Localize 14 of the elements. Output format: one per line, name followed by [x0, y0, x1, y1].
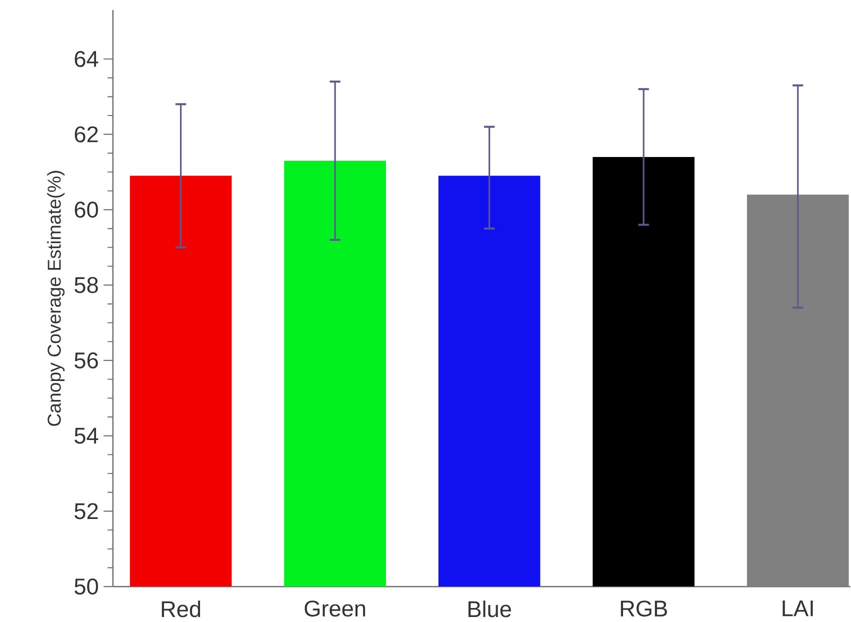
y-tick-label: 54: [74, 428, 98, 444]
x-tick-label: LAI: [782, 600, 813, 616]
y-tick-label: 50: [74, 578, 98, 595]
y-tick-label: 56: [74, 352, 98, 369]
y-tick-label: 58: [74, 277, 98, 294]
y-tick-label: 52: [74, 503, 98, 520]
x-tick-label: Blue: [468, 600, 511, 618]
x-tick-label: Green: [304, 600, 366, 617]
y-tick-label: 60: [74, 202, 98, 218]
y-tick-label: 62: [74, 126, 98, 143]
x-tick-label: RGB: [620, 600, 667, 617]
y-tick-label: 64: [74, 51, 98, 68]
y-axis-title: Canopy Coverage Estimate(%): [47, 171, 65, 426]
x-tick-label: Red: [162, 600, 200, 618]
